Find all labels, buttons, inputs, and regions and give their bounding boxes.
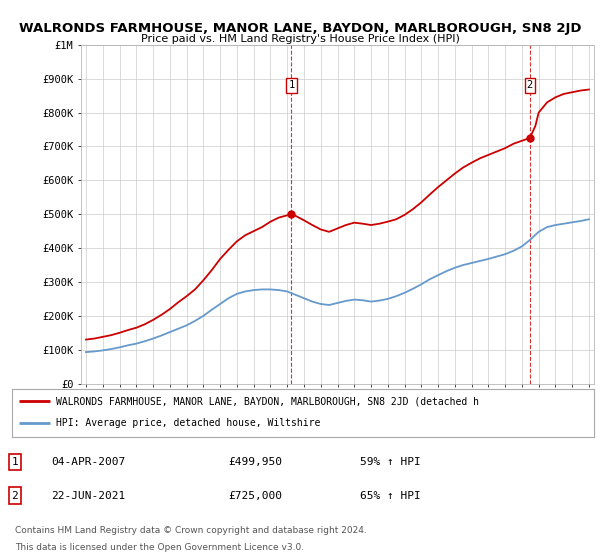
Text: 59% ↑ HPI: 59% ↑ HPI (360, 457, 421, 467)
Text: 1: 1 (288, 81, 295, 91)
Text: 2: 2 (11, 491, 19, 501)
Text: WALRONDS FARMHOUSE, MANOR LANE, BAYDON, MARLBOROUGH, SN8 2JD: WALRONDS FARMHOUSE, MANOR LANE, BAYDON, … (19, 22, 581, 35)
Text: 1: 1 (11, 457, 19, 467)
Text: £725,000: £725,000 (228, 491, 282, 501)
Text: Price paid vs. HM Land Registry's House Price Index (HPI): Price paid vs. HM Land Registry's House … (140, 34, 460, 44)
Text: 65% ↑ HPI: 65% ↑ HPI (360, 491, 421, 501)
Text: This data is licensed under the Open Government Licence v3.0.: This data is licensed under the Open Gov… (15, 543, 304, 552)
Text: WALRONDS FARMHOUSE, MANOR LANE, BAYDON, MARLBOROUGH, SN8 2JD (detached h: WALRONDS FARMHOUSE, MANOR LANE, BAYDON, … (56, 396, 479, 406)
Text: 2: 2 (527, 81, 533, 91)
Text: 04-APR-2007: 04-APR-2007 (51, 457, 125, 467)
Text: Contains HM Land Registry data © Crown copyright and database right 2024.: Contains HM Land Registry data © Crown c… (15, 526, 367, 535)
Text: 22-JUN-2021: 22-JUN-2021 (51, 491, 125, 501)
Text: £499,950: £499,950 (228, 457, 282, 467)
Text: HPI: Average price, detached house, Wiltshire: HPI: Average price, detached house, Wilt… (56, 418, 320, 428)
